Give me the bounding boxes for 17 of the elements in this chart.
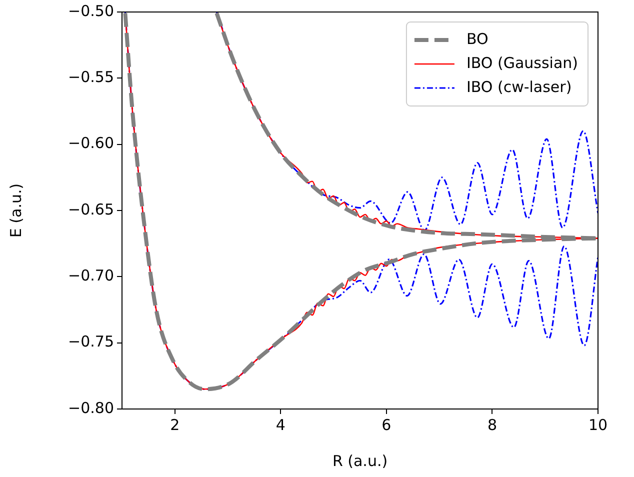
y-tick-label: −0.80	[68, 398, 114, 417]
y-tick-label: −0.60	[68, 134, 114, 152]
y-tick-label: −0.70	[68, 266, 114, 285]
y-tick-label: −0.55	[68, 68, 114, 86]
y-tick-label: −0.65	[68, 200, 114, 218]
legend-label: BO	[466, 30, 488, 48]
x-tick-label: 10	[588, 416, 608, 434]
y-tick-label: −0.50	[68, 2, 114, 20]
x-tick-label: 8	[487, 416, 497, 434]
y-tick-label: −0.75	[68, 332, 114, 351]
x-tick-label: 4	[276, 416, 286, 434]
y-axis-title: E (a.u.)	[6, 183, 25, 238]
x-axis-title: R (a.u.)	[332, 452, 388, 470]
x-tick-label: 6	[382, 416, 392, 434]
x-tick-label: 2	[170, 416, 180, 434]
legend-label: IBO (cw-laser)	[466, 78, 572, 96]
legend-label: IBO (Gaussian)	[466, 54, 578, 72]
